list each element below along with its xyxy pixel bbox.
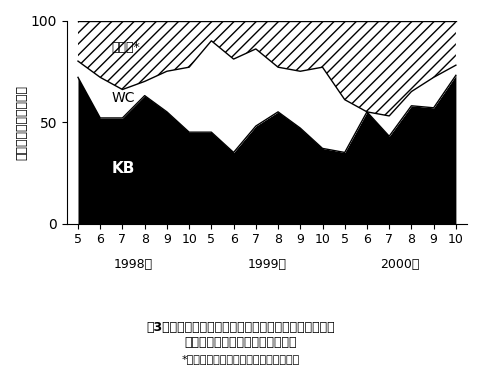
Text: 2000年: 2000年	[381, 258, 420, 271]
Text: WC: WC	[111, 91, 135, 105]
Text: その他*: その他*	[111, 41, 140, 54]
Text: 図3．定置放牧条件におけるケンタッキーブルーグラス
　　草地の乾物重構成割合の推移: 図3．定置放牧条件におけるケンタッキーブルーグラス 草地の乾物重構成割合の推移	[147, 321, 335, 349]
Y-axis label: 乾物重構成割合（％）: 乾物重構成割合（％）	[15, 85, 28, 160]
Text: 1998年: 1998年	[114, 258, 153, 271]
Text: *：レッドトップとチドメを主体とする: *：レッドトップとチドメを主体とする	[182, 354, 300, 364]
Text: 1999年: 1999年	[247, 258, 286, 271]
Text: KB: KB	[111, 161, 134, 176]
